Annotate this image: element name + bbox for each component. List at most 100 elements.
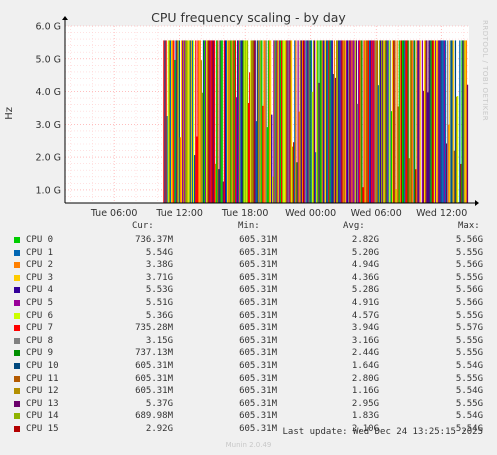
legend-swatch [14,325,20,332]
legend-swatch [14,400,20,407]
legend-avg-value: 2.95G [351,398,379,409]
x-tick-label: Tue 06:00 [90,208,138,219]
frequency-bar [232,40,234,203]
frequency-bar [463,40,465,203]
frequency-bar [263,40,265,203]
legend-avg-value: 1.16G [351,386,379,397]
frequency-bar [392,40,394,203]
frequency-bar [277,40,279,203]
frequency-bar [397,106,399,203]
frequency-bar [222,181,224,203]
frequency-bar [198,40,200,203]
x-tick-label: Tue 18:00 [221,208,269,219]
legend-row: CPU 8 3.15G 605.31M 3.16G 5.55G [0,336,497,348]
legend-swatch [14,274,20,281]
legend-max-value: 5.54G [455,424,483,434]
frequency-bar [258,40,261,203]
frequency-bar [228,40,230,203]
legend-avg-value: 1.83G [351,411,379,422]
legend-max-value: 5.55G [455,335,483,346]
frequency-bar [350,40,352,203]
frequency-bar [354,40,356,203]
frequency-bar [342,40,344,203]
frequency-bar [246,40,249,203]
frequency-bar [231,40,233,203]
legend-cur-value: 2.92G [145,424,173,434]
frequency-bar [378,40,381,203]
frequency-bar [418,40,420,203]
frequency-bar [388,40,391,203]
legend-cur-value: 5.51G [145,298,173,308]
frequency-bar [462,40,464,203]
frequency-bar [239,40,241,203]
frequency-bar [357,40,360,203]
frequency-bar [427,92,429,203]
frequency-bar [181,40,184,203]
frequency-bar [372,40,374,203]
frequency-bar [338,40,340,203]
legend-cur-value: 735.28M [135,323,173,334]
frequency-bar [382,40,384,203]
legend-max-value: 5.55G [455,310,483,321]
frequency-bar [235,97,238,203]
legend-swatch [14,237,20,243]
frequency-bar [240,40,242,203]
legend-avg-value: 4.57G [351,310,379,321]
frequency-bar [465,40,468,203]
frequency-bar [279,40,282,203]
legend-swatch [14,287,20,294]
y-tick-label: 3.0 G [36,120,62,131]
frequency-bar [390,111,393,203]
frequency-bar [439,40,441,203]
frequency-bar [296,162,298,203]
frequency-bar [301,40,304,203]
frequency-bar [304,40,306,203]
frequency-bar [405,40,407,203]
frequency-bar [234,40,237,203]
frequency-bar [453,150,455,203]
frequency-bar [287,40,289,203]
legend-row: CPU 1 5.54G 605.31M 5.20G 5.55G [0,248,497,260]
legend-cur-value: 689.98M [135,411,173,422]
frequency-bar [376,40,378,203]
legend-min-value: 605.31M [239,272,277,283]
legend-swatch [14,350,20,357]
frequency-bar [353,40,355,203]
legend-series-name: CPU 8 [26,335,54,346]
frequency-bar [398,40,400,203]
legend-min-value: 605.31M [239,323,277,334]
frequency-bar [438,40,440,203]
legend-max-value: 5.56G [455,235,483,245]
legend-min-value: 605.31M [239,411,277,422]
frequency-bar [407,40,409,203]
y-tick-label: 5.0 G [36,54,62,65]
frequency-bar [396,40,398,203]
legend-avg-value: 3.94G [351,323,379,334]
frequency-bar [179,137,182,203]
frequency-bar [310,40,312,203]
frequency-bar [192,40,195,203]
frequency-bar [447,40,449,203]
frequency-bar [406,40,408,203]
frequency-bar [299,40,301,203]
frequency-bar [257,40,260,203]
frequency-bar [411,40,414,203]
legend-row: CPU 0 736.37M 605.31M 2.82G 5.56G [0,235,497,247]
frequency-bar [403,40,405,203]
frequency-bar [188,40,190,203]
frequency-bar [339,40,341,203]
frequency-bar [356,103,359,203]
frequency-bar [459,40,461,203]
frequency-bar [190,40,193,203]
legend-avg-value: 2.44G [351,348,379,359]
frequency-bar [191,40,194,203]
frequency-bar [212,40,215,203]
frequency-bar [315,152,317,203]
legend-max-value: 5.55G [455,247,483,258]
frequency-bar [298,111,300,203]
frequency-bar [449,40,451,203]
legend-series-name: CPU 6 [26,310,54,321]
frequency-bar [264,40,266,203]
frequency-bar [209,40,211,203]
legend-series-name: CPU 11 [26,373,59,384]
